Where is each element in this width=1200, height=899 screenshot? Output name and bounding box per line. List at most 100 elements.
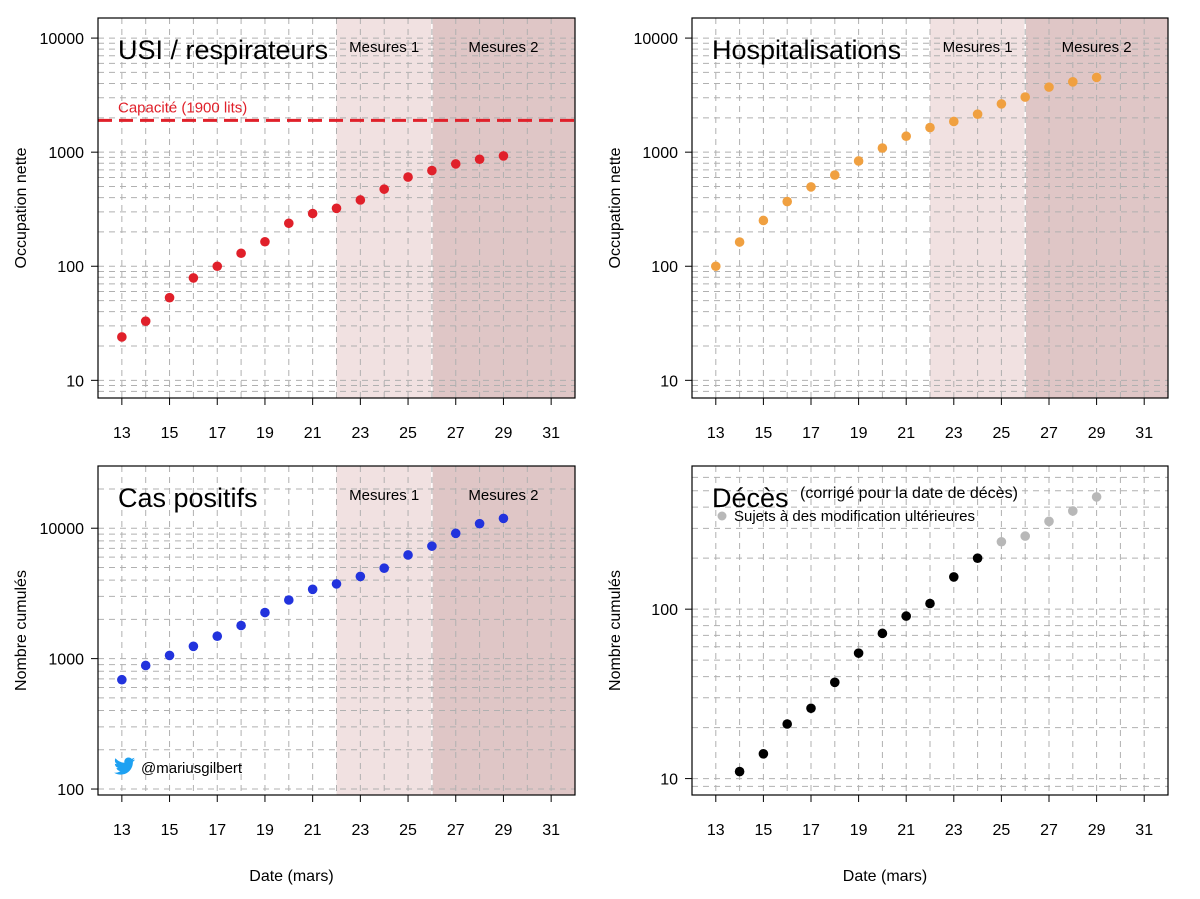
chart-title: USI / respirateurs [118, 35, 328, 65]
mesures1-label: Mesures 1 [349, 487, 419, 504]
data-point [355, 195, 366, 205]
x-tick-label: 23 [351, 425, 369, 442]
mesures2-label: Mesures 2 [1062, 39, 1132, 56]
data-point [925, 122, 935, 133]
data-point [403, 550, 413, 560]
data-point [1068, 506, 1078, 516]
x-tick-label: 21 [897, 822, 915, 839]
x-tick-label: 31 [542, 425, 560, 442]
x-tick-label: 17 [802, 822, 820, 839]
y-tick-label: 1000 [48, 145, 84, 162]
data-point [830, 170, 840, 180]
panel-icu-chart: 13 15 17 19 21 23 25 27 29 31 10 100 1000 10000 USI /… [13, 17, 576, 442]
data-point [996, 99, 1007, 109]
capacity-label: Capacité (1900 lits) [118, 99, 247, 116]
data-point [949, 116, 959, 127]
y-tick-label: 10000 [40, 31, 85, 48]
data-point [806, 182, 816, 192]
data-point [236, 248, 246, 259]
x-tick-label: 25 [399, 822, 417, 839]
data-point [806, 703, 816, 714]
data-point [450, 159, 461, 169]
chart-title: Hospitalisations [712, 35, 901, 65]
x-tick-label: 23 [351, 822, 369, 839]
x-tick-label: 21 [304, 425, 322, 442]
data-point [307, 584, 318, 595]
data-point [331, 203, 342, 214]
x-tick-label: 17 [208, 822, 226, 839]
data-point [212, 631, 223, 641]
x-tick-label: 29 [1088, 822, 1106, 839]
twitter-handle: @mariusgilbert [141, 760, 243, 777]
data-point [450, 528, 461, 539]
y-tick-label: 100 [57, 259, 84, 276]
mesures2-label: Mesures 2 [468, 487, 538, 504]
data-point [877, 628, 888, 639]
y-tick-label: 10 [660, 772, 678, 789]
x-tick-label: 13 [707, 822, 725, 839]
data-point [427, 165, 437, 176]
data-point [307, 208, 318, 219]
data-point [711, 261, 721, 272]
data-point [782, 196, 792, 207]
data-point [379, 184, 390, 194]
x-tick-label: 29 [495, 425, 513, 442]
data-point [996, 536, 1007, 547]
mesures1-band [336, 466, 432, 795]
data-point [331, 579, 342, 589]
y-tick-label: 10 [660, 373, 678, 390]
x-tick-label: 23 [945, 822, 963, 839]
data-point [758, 749, 769, 759]
data-point [758, 215, 769, 226]
mesures1-label: Mesures 1 [943, 39, 1013, 56]
mesures2-label: Mesures 2 [468, 39, 538, 56]
x-tick-label: 15 [161, 425, 179, 442]
panel-deaths-chart: 13 15 17 19 21 23 25 27 29 31 10 100 Décès (corrigé… [607, 465, 1169, 885]
y-tick-label: 10000 [40, 521, 85, 538]
data-point [236, 620, 246, 631]
x-axis-label: Date (mars) [249, 868, 333, 885]
x-axis-label: Date (mars) [843, 868, 927, 885]
panel-cases-chart: 13 15 17 19 21 23 25 27 29 31 100 1000 10000 Cas pos… [13, 465, 576, 885]
data-point [1091, 72, 1102, 83]
data-point [474, 154, 485, 165]
chart-title: Décès [712, 483, 789, 513]
data-point [140, 316, 151, 326]
data-point [498, 151, 509, 161]
data-point [901, 611, 911, 621]
x-tick-label: 21 [304, 822, 322, 839]
x-tick-label: 29 [1088, 425, 1106, 442]
data-point [164, 650, 175, 661]
data-point [1020, 531, 1030, 541]
data-point [498, 513, 509, 524]
y-tick-label: 100 [651, 259, 678, 276]
x-tick-label: 15 [755, 425, 773, 442]
data-point [117, 332, 127, 342]
x-tick-label: 25 [993, 822, 1011, 839]
x-tick-label: 31 [1135, 822, 1153, 839]
data-point [164, 292, 175, 303]
data-point [260, 607, 270, 618]
x-tick-label: 27 [1040, 822, 1058, 839]
x-tick-label: 27 [447, 822, 465, 839]
data-point [1020, 92, 1030, 102]
data-point [140, 660, 151, 671]
data-point [877, 143, 888, 153]
data-point [427, 541, 437, 551]
mesures1-label: Mesures 1 [349, 39, 419, 56]
data-point [972, 553, 983, 563]
x-tick-label: 29 [495, 822, 513, 839]
x-tick-label: 31 [542, 822, 560, 839]
y-axis-label: Occupation nette [13, 147, 30, 268]
x-tick-label: 19 [256, 822, 274, 839]
data-point [1068, 77, 1078, 87]
x-tick-label: 15 [755, 822, 773, 839]
data-point [972, 109, 983, 119]
data-point [403, 172, 413, 182]
data-point [830, 677, 840, 688]
data-point [782, 719, 792, 729]
plot-frame [691, 17, 1169, 399]
x-tick-label: 13 [113, 822, 131, 839]
y-tick-label: 1000 [48, 652, 84, 669]
